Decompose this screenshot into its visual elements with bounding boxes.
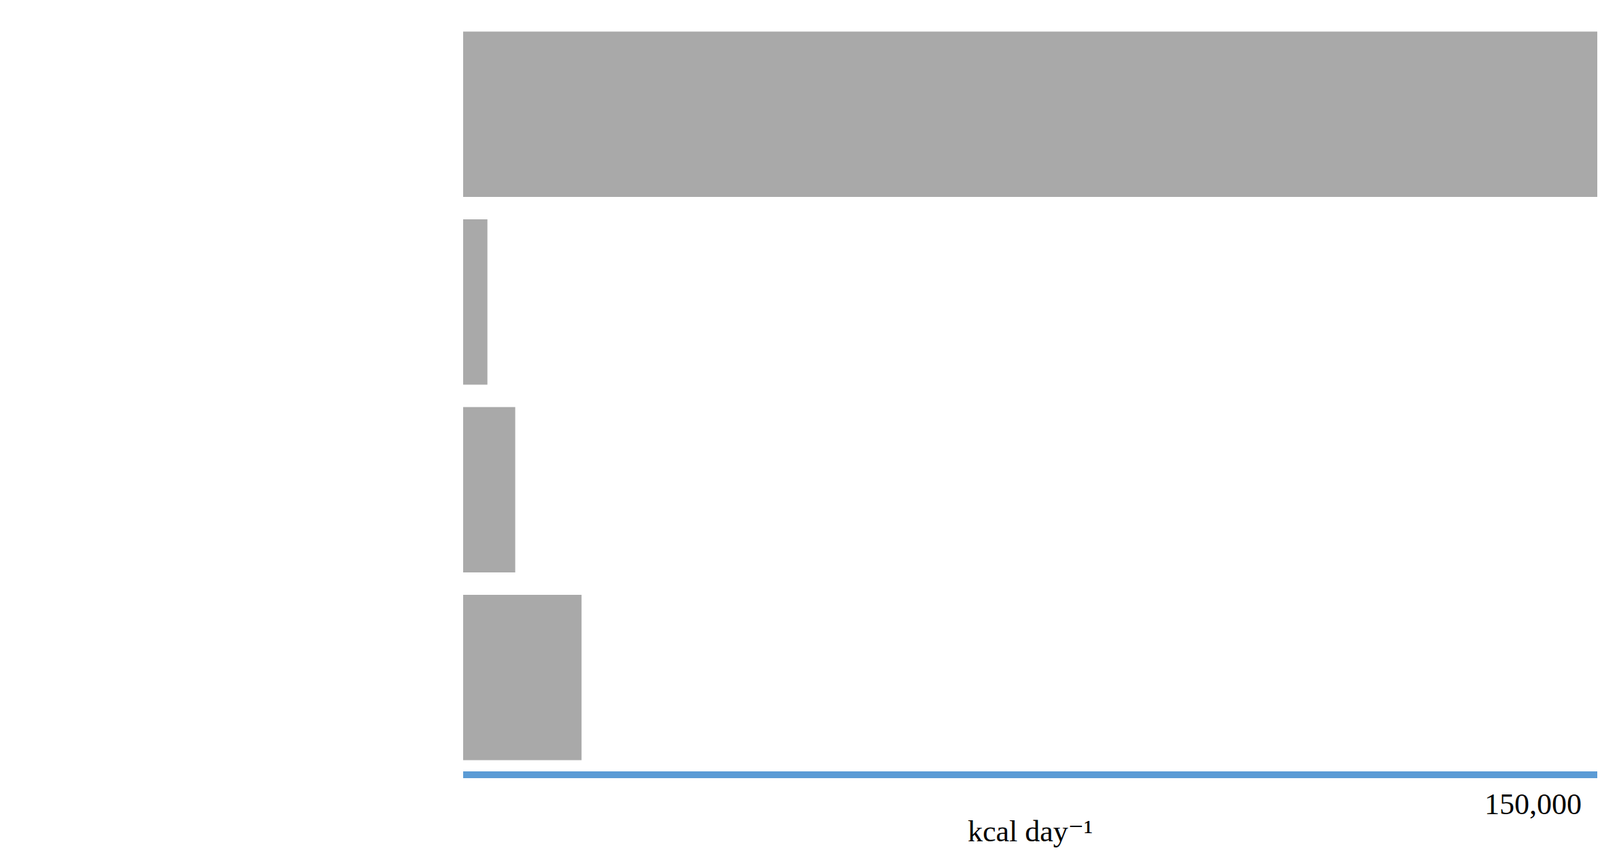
svg-text:kcal day⁻¹: kcal day⁻¹ [967,814,1093,849]
svg-text:150,000: 150,000 [1484,787,1582,822]
